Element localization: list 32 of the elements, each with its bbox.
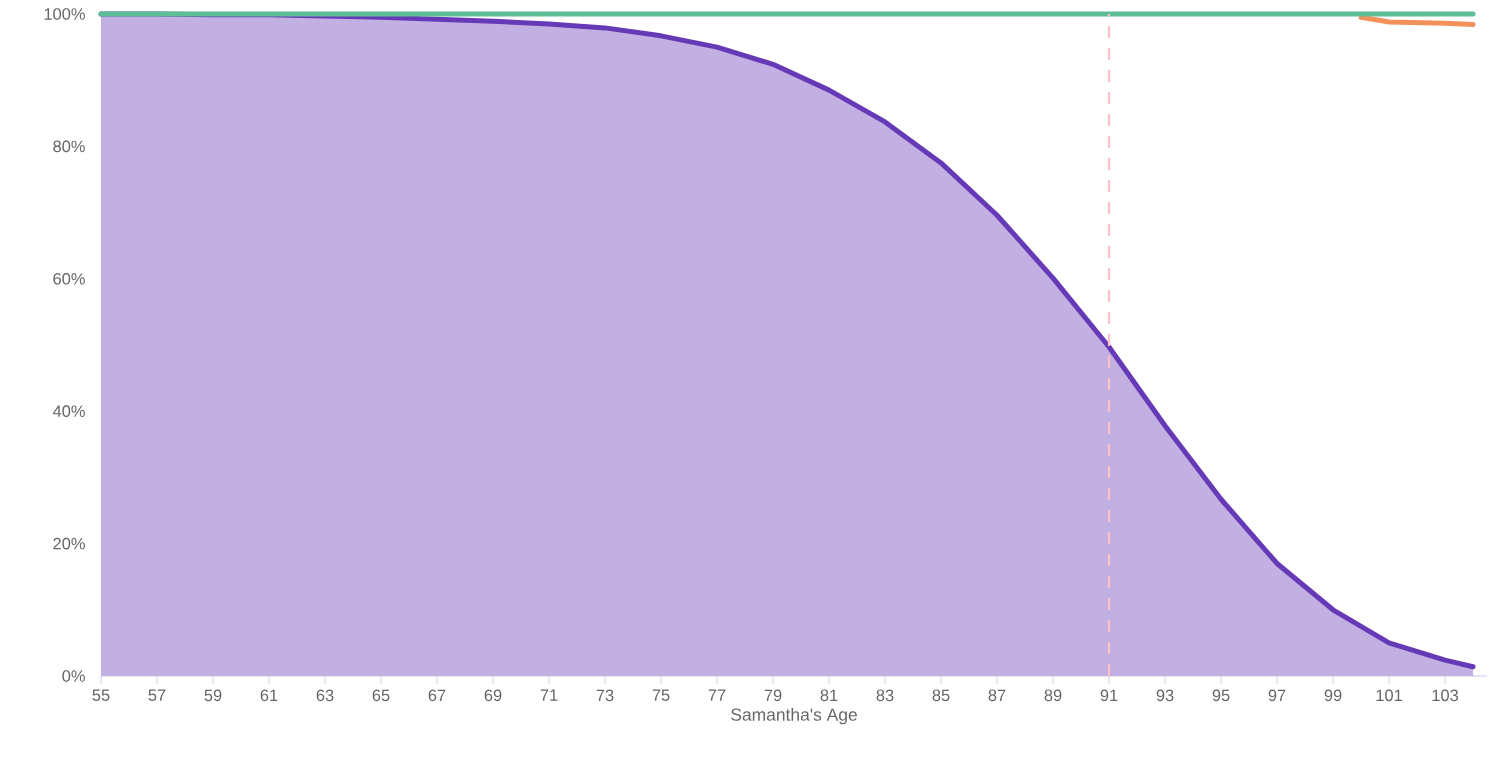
- x-tick-label: 57: [148, 689, 166, 701]
- x-axis-title: Samantha's Age: [731, 707, 857, 725]
- x-tick-label: 101: [1376, 689, 1402, 702]
- x-tick-label: 63: [316, 689, 334, 702]
- y-tick-label: 40%: [52, 405, 85, 418]
- x-tick-label: 95: [1212, 689, 1230, 702]
- x-tick-label: 93: [1156, 689, 1174, 702]
- x-tick-label: 65: [372, 689, 390, 702]
- y-tick-label: 100%: [44, 8, 85, 20]
- x-tick-label: 85: [932, 689, 950, 702]
- x-tick-label: 61: [260, 689, 278, 702]
- x-tick-label: 83: [876, 689, 894, 702]
- x-tick-label: 81: [820, 689, 838, 702]
- x-tick-label: 91: [1100, 689, 1118, 702]
- x-tick-label: 97: [1268, 689, 1286, 702]
- y-tick-label: 20%: [53, 537, 85, 550]
- x-tick-label: 77: [708, 689, 726, 701]
- y-tick-label: 80%: [53, 140, 85, 153]
- x-tick-label: 59: [204, 689, 222, 702]
- y-tick-label: 60%: [53, 272, 85, 285]
- x-tick-label: 71: [540, 689, 558, 701]
- x-tick-label: 73: [596, 689, 614, 702]
- x-tick-label: 99: [1324, 689, 1342, 702]
- x-tick-label: 55: [92, 689, 110, 701]
- x-tick-label: 103: [1432, 689, 1459, 702]
- x-tick-label: 67: [428, 689, 446, 702]
- x-tick-label: 79: [764, 689, 782, 702]
- x-tick-label: 87: [988, 689, 1006, 702]
- x-tick-label: 69: [484, 689, 502, 702]
- x-tick-label: 89: [1044, 689, 1062, 702]
- x-tick-label: 75: [652, 689, 670, 701]
- y-tick-label: 0%: [62, 670, 85, 682]
